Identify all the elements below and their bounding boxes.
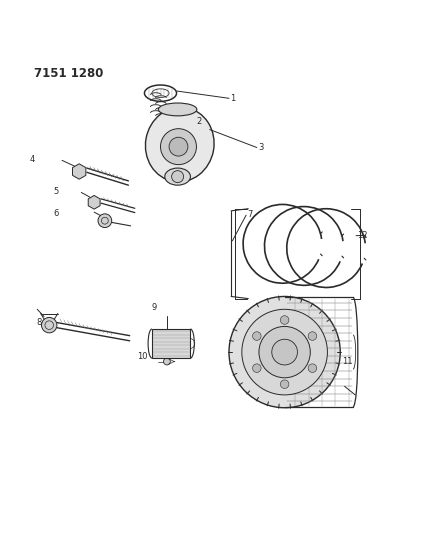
Circle shape <box>172 171 184 183</box>
Circle shape <box>98 214 112 228</box>
Text: 5: 5 <box>54 187 59 196</box>
Text: 10: 10 <box>137 352 148 361</box>
Circle shape <box>253 364 261 373</box>
Circle shape <box>272 340 297 365</box>
Text: 9: 9 <box>152 303 157 312</box>
Circle shape <box>280 380 289 389</box>
Text: 11: 11 <box>342 357 353 366</box>
Circle shape <box>242 309 327 395</box>
Ellipse shape <box>165 168 190 185</box>
Ellipse shape <box>158 103 197 116</box>
Circle shape <box>163 358 170 365</box>
Circle shape <box>308 332 317 341</box>
Text: 6: 6 <box>54 208 59 217</box>
Text: 8: 8 <box>36 319 42 327</box>
Text: 4: 4 <box>30 155 35 164</box>
Circle shape <box>42 318 57 333</box>
Circle shape <box>160 128 196 165</box>
Text: 2: 2 <box>196 117 201 126</box>
Text: 7151 1280: 7151 1280 <box>34 68 104 80</box>
Ellipse shape <box>146 107 214 182</box>
Circle shape <box>229 296 340 408</box>
Circle shape <box>308 364 317 373</box>
Text: 12: 12 <box>357 231 368 240</box>
Circle shape <box>259 326 310 378</box>
Text: 7: 7 <box>247 210 253 219</box>
Circle shape <box>280 316 289 324</box>
Circle shape <box>169 137 188 156</box>
Text: 3: 3 <box>258 143 264 152</box>
Circle shape <box>253 332 261 341</box>
Text: 1: 1 <box>230 94 235 103</box>
Bar <box>152 329 190 358</box>
